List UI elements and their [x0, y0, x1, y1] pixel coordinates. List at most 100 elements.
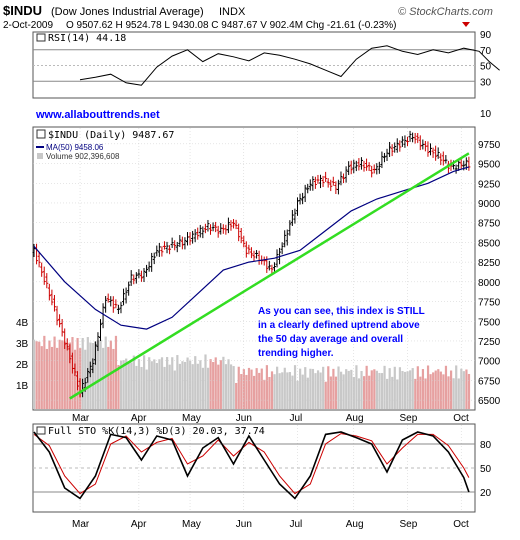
price-bar — [400, 136, 404, 147]
volume-bar — [204, 354, 207, 409]
volume-bar — [265, 365, 268, 409]
volume-bar — [194, 356, 197, 409]
price-tick-label: 7000 — [478, 357, 501, 368]
volume-bar — [293, 365, 297, 409]
price-bar — [226, 217, 230, 234]
price-bar — [459, 157, 463, 169]
volume-bar — [398, 367, 402, 409]
price-bar — [298, 193, 302, 205]
price-bar — [165, 241, 169, 254]
volume-bar — [334, 376, 338, 409]
volume-bar — [45, 348, 48, 409]
rsi-tick-label: 50 — [480, 62, 492, 73]
price-bar — [303, 184, 307, 203]
price-bar — [316, 174, 320, 184]
volume-bar — [437, 369, 440, 409]
volume-bar — [347, 370, 350, 409]
volume-bar — [434, 370, 437, 409]
price-bar — [162, 241, 166, 250]
price-bar — [280, 242, 284, 255]
price-bar — [388, 141, 392, 157]
volume-bar — [171, 357, 174, 409]
price-bar — [385, 148, 389, 161]
volume-bar — [117, 365, 120, 409]
volume-bar — [314, 373, 317, 409]
price-bar — [91, 358, 95, 374]
volume-bar — [360, 370, 363, 409]
rsi-title: RSI(14) 44.18 — [36, 33, 126, 44]
volume-bar — [201, 367, 205, 409]
volume-bar — [380, 373, 384, 409]
price-tick-label: 8750 — [478, 219, 501, 230]
price-bar — [398, 140, 402, 152]
volume-bar — [432, 372, 435, 409]
sto-k-line — [33, 431, 470, 500]
volume-bar — [229, 364, 233, 409]
price-bar — [214, 221, 218, 233]
volume-bar — [439, 371, 442, 409]
volume-bar — [255, 368, 258, 409]
rsi-layer — [33, 45, 500, 86]
volume-bar — [191, 364, 194, 409]
price-bar — [431, 147, 435, 158]
price-bar — [418, 135, 422, 151]
price-bar — [122, 288, 126, 306]
price-bar — [324, 171, 328, 182]
index-name: (Dow Jones Industrial Average) — [51, 6, 204, 18]
volume-bar — [114, 335, 118, 409]
price-bar — [313, 176, 317, 189]
volume-bar — [345, 369, 348, 409]
volume-bar — [186, 357, 189, 409]
volume-bar — [301, 374, 304, 409]
volume-bar — [283, 367, 286, 409]
volume-bar — [214, 357, 217, 409]
volume-bar — [107, 346, 110, 409]
price-bar — [352, 159, 356, 174]
volume-bar — [352, 377, 355, 409]
volume-bar — [35, 341, 38, 409]
rsi-tick-label: 30 — [480, 77, 492, 88]
price-bar — [178, 235, 182, 248]
volume-bar — [268, 376, 271, 409]
volume-bar — [130, 362, 133, 409]
price-bar — [413, 132, 417, 144]
sto-month-label: Jul — [289, 519, 302, 530]
price-bar — [244, 241, 248, 258]
volume-bar — [127, 362, 130, 409]
volume-bar — [240, 374, 243, 409]
price-bar — [63, 328, 67, 349]
volume-bar — [444, 365, 448, 409]
down-arrow-icon — [462, 22, 470, 27]
price-bar — [454, 164, 458, 174]
volume-bar — [393, 366, 396, 409]
volume-bar — [206, 367, 210, 409]
price-tick-label: 7750 — [478, 298, 501, 309]
volume-bar — [457, 378, 460, 409]
price-bar — [270, 264, 274, 275]
price-bar — [434, 145, 438, 161]
volume-bar — [403, 371, 407, 409]
volume-bar — [66, 343, 69, 409]
price-month-label: Mar — [72, 413, 90, 424]
volume-bar — [442, 374, 445, 409]
volume-bar — [250, 369, 253, 409]
price-bar — [196, 227, 200, 240]
price-bar — [275, 249, 279, 268]
volume-bar — [467, 373, 471, 409]
price-bar — [137, 269, 141, 279]
volume-bar — [278, 373, 281, 409]
volume-bar — [306, 377, 309, 409]
volume-bar — [112, 348, 115, 409]
price-bar — [301, 192, 305, 205]
price-bar — [145, 264, 149, 277]
volume-bar — [424, 378, 427, 409]
volume-bar — [143, 355, 146, 409]
volume-bar — [260, 368, 263, 409]
volume-bar — [411, 368, 414, 409]
volume-bar — [386, 378, 389, 409]
volume-bar — [40, 346, 43, 409]
volume-bar — [148, 357, 151, 409]
volume-bar — [33, 339, 36, 409]
watermark-link[interactable]: www.allabouttrends.net — [35, 109, 160, 121]
sto-month-label: Aug — [346, 519, 364, 530]
